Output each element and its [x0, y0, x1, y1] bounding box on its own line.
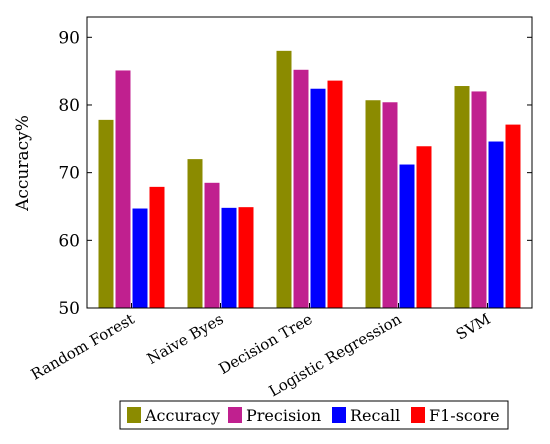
legend-label-recall: Recall — [350, 406, 400, 425]
y-tick-label: 90 — [58, 28, 80, 48]
legend: Accuracy Precision Recall F1-score — [119, 400, 509, 430]
y-tick-label: 60 — [58, 231, 80, 251]
bars-layer — [98, 50, 521, 309]
bar-f1-score-4 — [505, 124, 521, 308]
legend-swatch-precision — [228, 407, 242, 423]
bar-f1-score-1 — [238, 207, 254, 308]
legend-label-precision: Precision — [246, 406, 321, 425]
legend-label-f1-score: F1-score — [429, 406, 500, 425]
bar-recall-2 — [310, 88, 326, 308]
bar-precision-3 — [382, 102, 398, 308]
bar-recall-1 — [221, 207, 237, 308]
x-category-label: SVM — [453, 310, 494, 344]
legend-label-accuracy: Accuracy — [144, 406, 220, 425]
legend-swatch-recall — [332, 407, 346, 423]
y-axis-title: Accuracy% — [13, 115, 33, 212]
y-tick-label: 70 — [58, 164, 80, 184]
x-category-label: Random Forest — [28, 310, 138, 384]
y-tick-label: 80 — [58, 96, 80, 116]
bar-f1-score-3 — [416, 146, 432, 308]
bar-accuracy-4 — [454, 86, 470, 308]
legend-swatch-f1-score — [411, 407, 425, 423]
bar-accuracy-3 — [365, 100, 381, 308]
legend-swatch-accuracy — [127, 407, 141, 423]
bar-precision-4 — [471, 91, 487, 308]
bar-f1-score-2 — [327, 80, 343, 308]
bar-recall-0 — [132, 208, 148, 308]
y-tick-label: 50 — [58, 299, 80, 319]
bar-precision-2 — [293, 69, 309, 309]
x-category-label: Naive Byes — [144, 310, 227, 368]
bar-recall-4 — [488, 141, 504, 308]
legend-box — [119, 400, 509, 430]
bar-accuracy-0 — [98, 119, 114, 309]
bar-precision-0 — [115, 70, 131, 308]
bar-accuracy-2 — [276, 50, 292, 308]
bar-accuracy-1 — [187, 159, 203, 308]
bar-recall-3 — [399, 164, 415, 308]
bar-precision-1 — [204, 182, 220, 308]
bar-f1-score-0 — [149, 186, 165, 308]
